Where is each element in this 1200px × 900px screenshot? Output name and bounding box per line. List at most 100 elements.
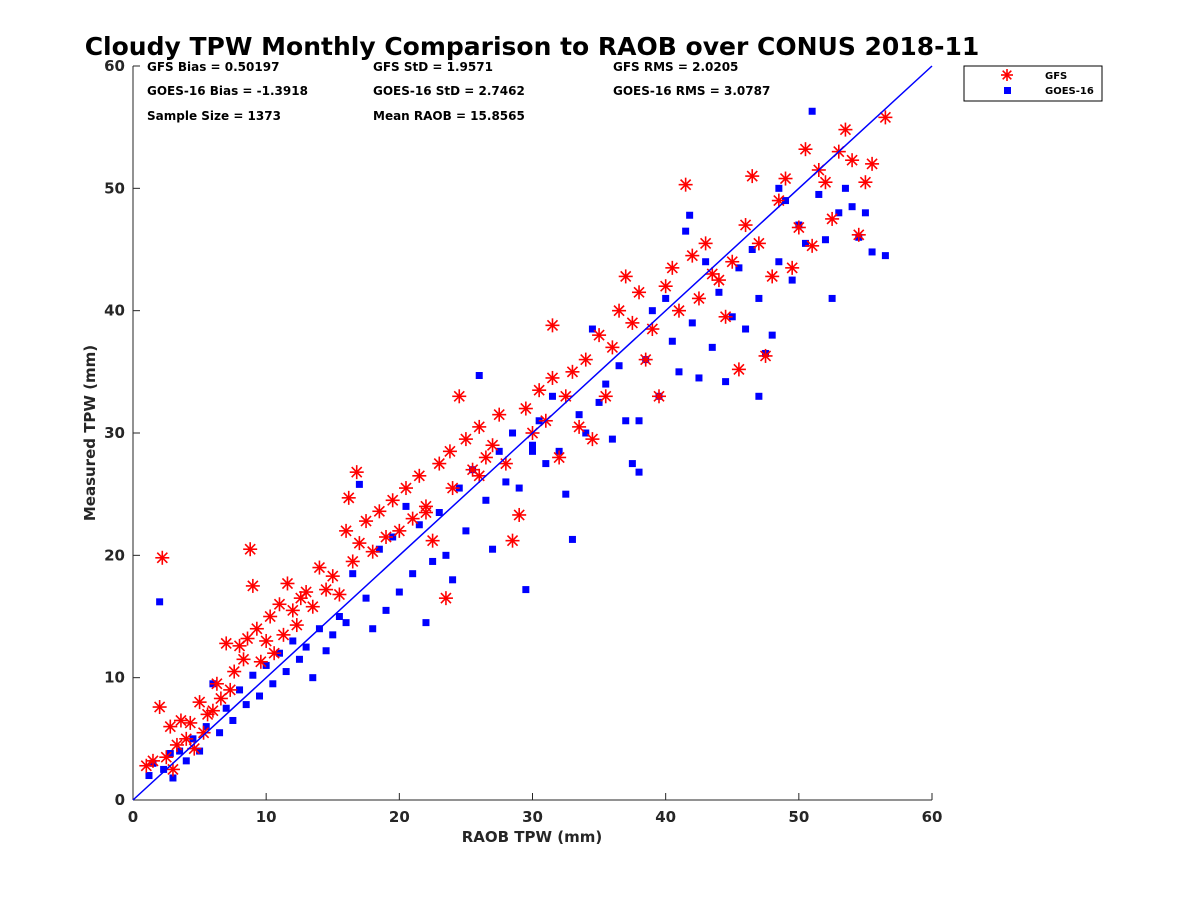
goes16-point xyxy=(435,509,443,517)
goes16-point xyxy=(608,435,616,443)
gfs-point xyxy=(645,322,660,337)
gfs-point xyxy=(372,504,387,519)
goes16-point xyxy=(395,588,403,596)
gfs-point xyxy=(325,569,340,584)
goes16-point xyxy=(775,184,783,192)
gfs-point xyxy=(442,444,457,459)
gfs-point xyxy=(472,468,487,483)
goes16-point xyxy=(682,227,690,235)
gfs-point xyxy=(498,456,513,471)
goes16-point xyxy=(662,294,670,302)
goes16-point xyxy=(382,606,390,614)
gfs-point xyxy=(227,664,242,679)
goes16-point xyxy=(495,447,503,455)
y-axis-label: Measured TPW (mm) xyxy=(81,345,99,521)
gfs-point xyxy=(771,193,786,208)
goes16-point xyxy=(755,294,763,302)
goes16-point xyxy=(648,307,656,315)
gfs-point xyxy=(359,514,374,529)
gfs-point xyxy=(532,383,547,398)
gfs-point xyxy=(169,737,184,752)
goes16-point xyxy=(568,535,576,543)
gfs-point xyxy=(638,352,653,367)
goes16-point xyxy=(735,264,743,272)
goes16-point xyxy=(422,619,430,627)
gfs-point xyxy=(725,254,740,269)
y-tick-label: 50 xyxy=(104,179,125,197)
goes16-point xyxy=(262,661,270,669)
gfs-point xyxy=(345,554,360,569)
gfs-point xyxy=(243,542,258,557)
gfs-point xyxy=(236,652,251,667)
gfs-point xyxy=(339,523,354,538)
goes16-point xyxy=(815,190,823,198)
goes16-point xyxy=(582,429,590,437)
gfs-point xyxy=(791,220,806,235)
gfs-point xyxy=(385,493,400,508)
gfs-point xyxy=(592,328,607,343)
gfs-point xyxy=(505,533,520,548)
x-axis-label: RAOB TPW (mm) xyxy=(462,828,603,846)
gfs-point xyxy=(512,507,527,522)
gfs-point xyxy=(192,695,207,710)
gfs-point xyxy=(465,462,480,477)
goes16-point xyxy=(635,417,643,425)
goes16-point xyxy=(768,331,776,339)
data-points xyxy=(139,107,893,782)
goes16-point xyxy=(548,392,556,400)
x-tick-label: 50 xyxy=(788,808,809,826)
gfs-point xyxy=(745,169,760,184)
goes16-point xyxy=(686,211,694,219)
gfs-point xyxy=(405,511,420,526)
goes16-point xyxy=(708,343,716,351)
gfs-point xyxy=(163,719,178,734)
goes16-point xyxy=(515,484,523,492)
gfs-point xyxy=(299,585,314,600)
gfs-point xyxy=(276,627,291,642)
goes16-point xyxy=(821,236,829,244)
gfs-point xyxy=(658,279,673,294)
goes16-point xyxy=(861,209,869,217)
goes16-point xyxy=(242,701,250,709)
gfs-point xyxy=(472,419,487,434)
goes16-point xyxy=(562,490,570,498)
stat-gfs-rms: GFS RMS = 2.0205 xyxy=(613,60,738,74)
gfs-point xyxy=(259,633,274,648)
gfs-point xyxy=(578,352,593,367)
goes16-point xyxy=(542,460,550,468)
gfs-point xyxy=(711,273,726,288)
goes16-point xyxy=(429,557,437,565)
goes16-point xyxy=(289,637,297,645)
gfs-point xyxy=(632,285,647,300)
gfs-point xyxy=(223,682,238,697)
gfs-point xyxy=(425,533,440,548)
goes16-point xyxy=(369,625,377,633)
goes16-point xyxy=(801,239,809,247)
goes16-point xyxy=(302,643,310,651)
gfs-point xyxy=(263,609,278,624)
gfs-point xyxy=(438,591,453,606)
legend-gfs-marker xyxy=(1001,69,1013,81)
goes16-point xyxy=(502,478,510,486)
goes16-point xyxy=(622,417,630,425)
goes16-point xyxy=(156,598,164,606)
gfs-point xyxy=(432,456,447,471)
goes16-point xyxy=(282,668,290,676)
gfs-point xyxy=(625,315,640,330)
goes16-point xyxy=(675,368,683,376)
gfs-point xyxy=(159,750,174,765)
gfs-point xyxy=(418,505,433,520)
gfs-point xyxy=(818,175,833,190)
goes16-point xyxy=(602,380,610,388)
gfs-point xyxy=(245,578,260,593)
goes16-point xyxy=(402,502,410,510)
goes16-point xyxy=(489,545,497,553)
goes16-point xyxy=(722,378,730,386)
gfs-point xyxy=(851,227,866,242)
gfs-point xyxy=(485,438,500,453)
goes16-point xyxy=(475,372,483,380)
gfs-point xyxy=(671,303,686,318)
y-tick-label: 30 xyxy=(104,424,125,442)
